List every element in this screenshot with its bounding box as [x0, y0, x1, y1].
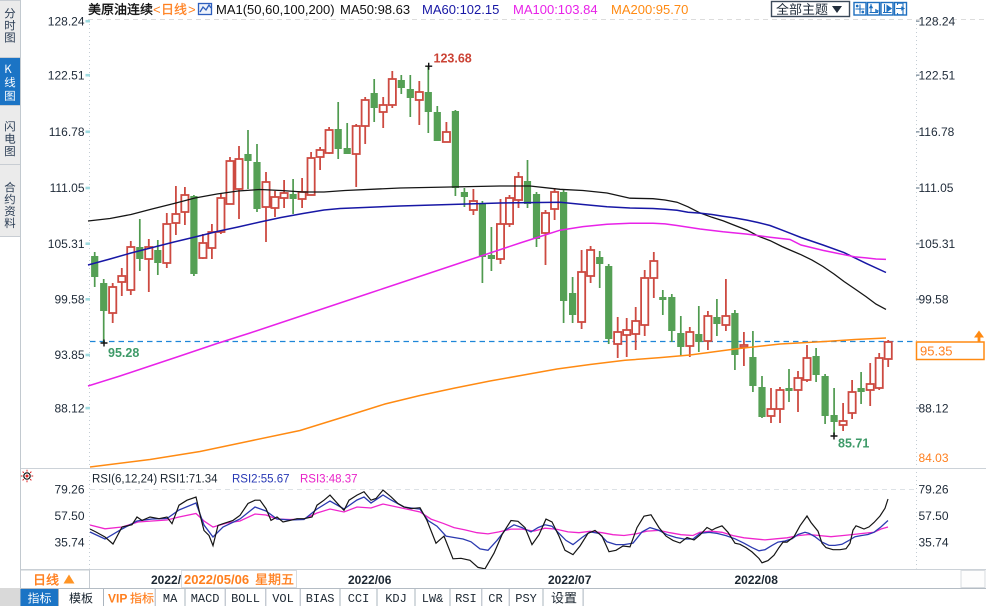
- svg-text:85.71: 85.71: [838, 437, 869, 451]
- svg-text:84.03: 84.03: [919, 451, 949, 465]
- svg-text:35.74: 35.74: [54, 536, 84, 550]
- svg-text:RSI2:55.67: RSI2:55.67: [232, 474, 290, 486]
- svg-text:2022/08: 2022/08: [735, 573, 779, 587]
- svg-text:35.74: 35.74: [919, 536, 949, 550]
- svg-text:79.26: 79.26: [54, 483, 84, 497]
- svg-text:RSI1:71.34: RSI1:71.34: [160, 474, 218, 486]
- svg-text:128.24: 128.24: [48, 14, 85, 28]
- svg-text:88.12: 88.12: [54, 401, 84, 415]
- svg-text:MA200:95.70: MA200:95.70: [611, 2, 688, 17]
- svg-text:2022/05/06: 2022/05/06: [184, 572, 249, 587]
- svg-text:111.05: 111.05: [50, 181, 85, 195]
- svg-text:79.26: 79.26: [919, 483, 949, 497]
- svg-text:123.68: 123.68: [434, 52, 472, 66]
- svg-text:2022/07: 2022/07: [548, 573, 592, 587]
- svg-text:93.85: 93.85: [54, 348, 84, 362]
- svg-text:57.50: 57.50: [54, 509, 84, 523]
- svg-text:MA60:102.15: MA60:102.15: [422, 2, 499, 17]
- svg-text:116.78: 116.78: [49, 125, 85, 139]
- svg-text:PSY: PSY: [515, 592, 537, 606]
- svg-text:99.58: 99.58: [919, 293, 949, 307]
- svg-text:95.35: 95.35: [920, 344, 953, 359]
- svg-text:MA50:98.63: MA50:98.63: [340, 2, 410, 17]
- svg-text:116.78: 116.78: [919, 125, 955, 139]
- svg-text:MA100:103.84: MA100:103.84: [513, 2, 598, 17]
- svg-text:RSI: RSI: [455, 592, 477, 606]
- svg-text:RSI3:48.37: RSI3:48.37: [300, 474, 358, 486]
- svg-text:MA: MA: [163, 592, 178, 606]
- svg-text:CR: CR: [488, 592, 502, 606]
- svg-text:VIP: VIP: [108, 592, 127, 606]
- svg-text:BOLL: BOLL: [231, 592, 260, 606]
- svg-text:2022/06: 2022/06: [348, 573, 392, 587]
- svg-text:VOL: VOL: [272, 592, 294, 606]
- svg-text:105.31: 105.31: [48, 237, 85, 251]
- svg-text:>: >: [188, 2, 196, 17]
- svg-text:99.58: 99.58: [54, 293, 84, 307]
- svg-text:CCI: CCI: [348, 592, 370, 606]
- svg-text:111.05: 111.05: [919, 181, 954, 195]
- svg-text:MA1(50,60,100,200): MA1(50,60,100,200): [216, 2, 335, 17]
- svg-text:95.28: 95.28: [108, 346, 139, 360]
- svg-text:MACD: MACD: [191, 592, 220, 606]
- svg-text:88.12: 88.12: [919, 401, 949, 415]
- svg-text:57.50: 57.50: [919, 509, 949, 523]
- svg-text:BIAS: BIAS: [306, 592, 335, 606]
- svg-text:122.51: 122.51: [919, 68, 956, 82]
- svg-text:KDJ: KDJ: [385, 592, 407, 606]
- svg-text:RSI(6,12,24): RSI(6,12,24): [92, 474, 157, 486]
- svg-text:105.31: 105.31: [919, 237, 956, 251]
- svg-text:122.51: 122.51: [48, 68, 85, 82]
- svg-text:LW&: LW&: [422, 592, 444, 606]
- svg-text:128.24: 128.24: [919, 14, 956, 28]
- svg-text:<: <: [153, 2, 161, 17]
